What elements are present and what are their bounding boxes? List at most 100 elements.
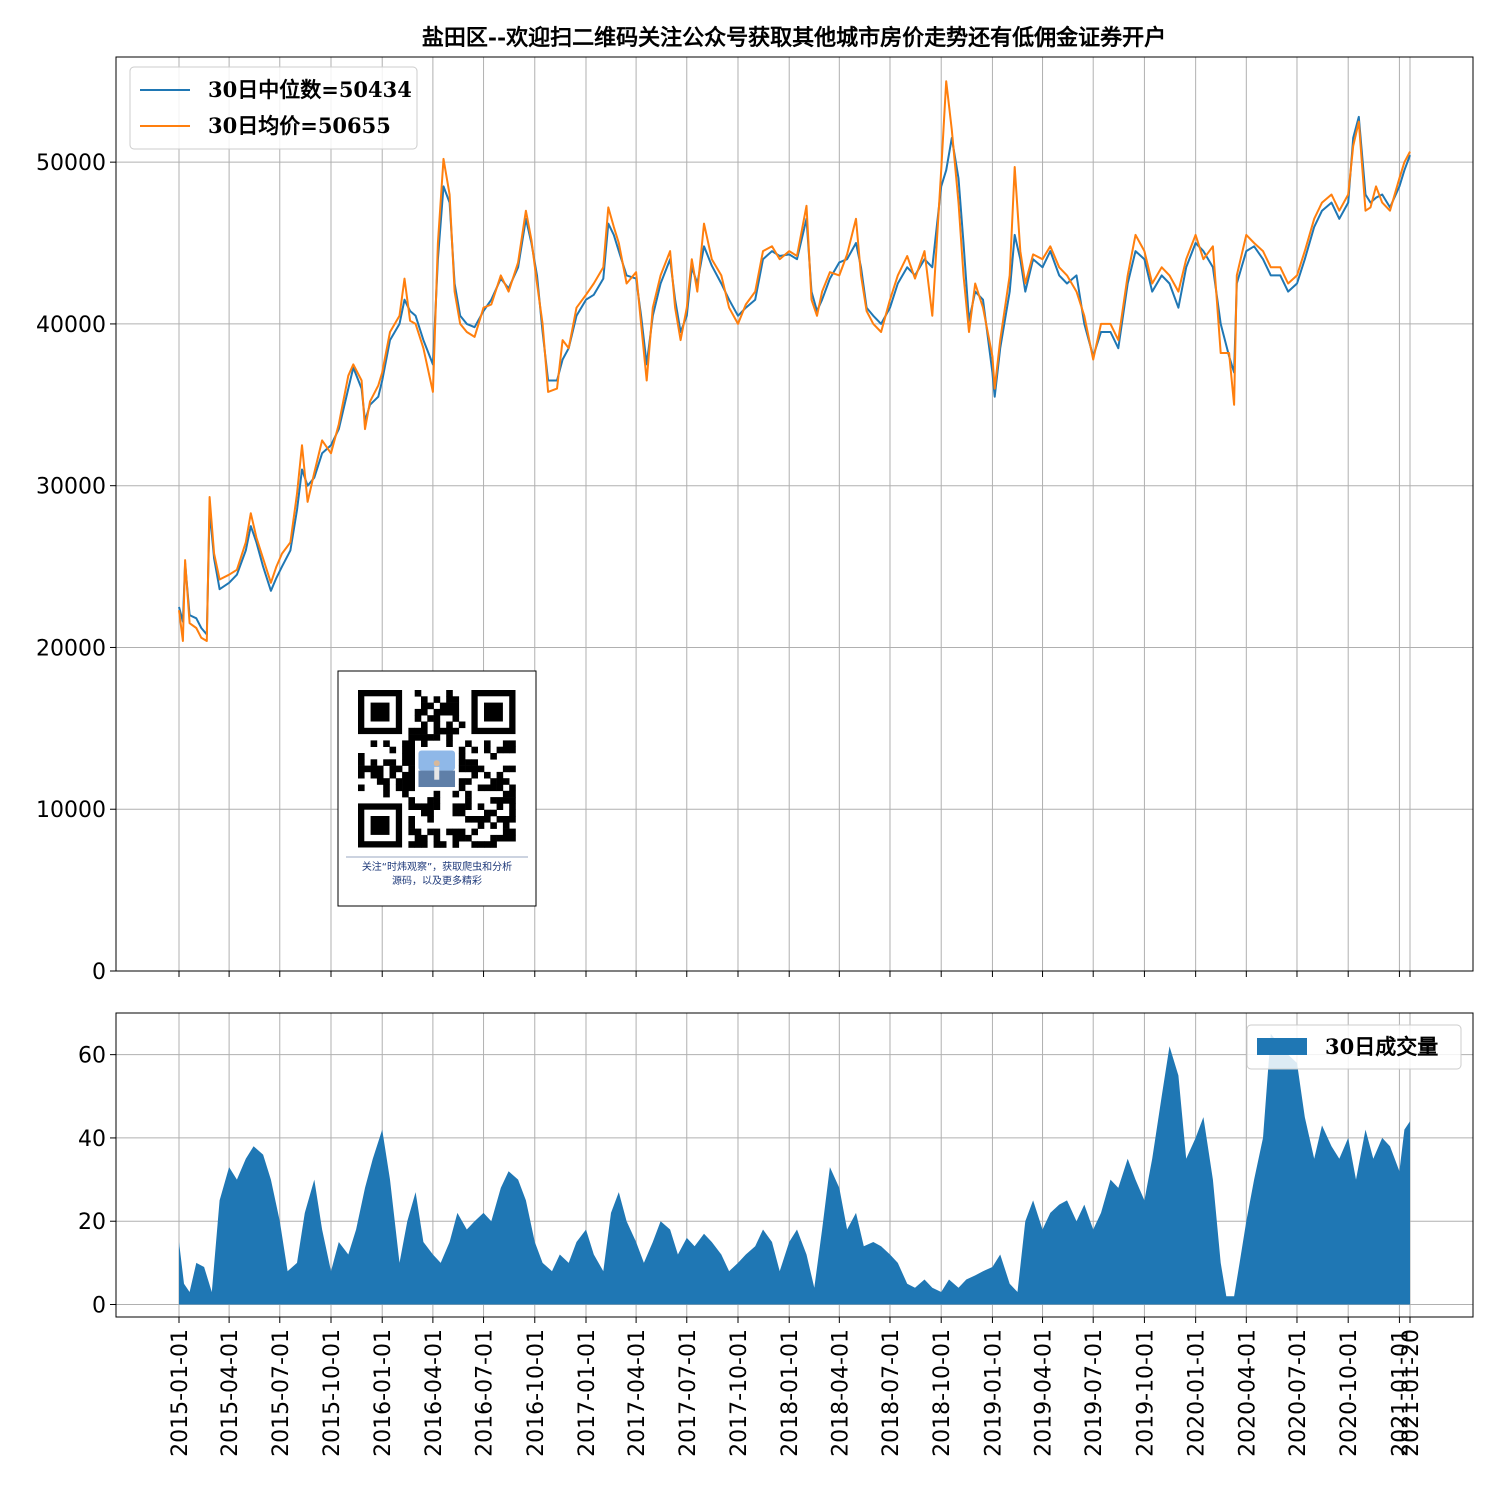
qr-module [471, 841, 478, 848]
qr-module [502, 765, 510, 773]
qr-module [402, 759, 409, 766]
x-tick-label: 2019-04-01 [1032, 1329, 1057, 1457]
qr-module [458, 765, 466, 773]
qr-module [383, 790, 390, 798]
qr-module [452, 708, 460, 716]
x-tick-label: 2018-10-01 [930, 1329, 955, 1457]
qr-module [465, 759, 472, 766]
qr-module [358, 784, 365, 792]
qr-finder-inner [484, 702, 503, 722]
qr-module [421, 696, 428, 703]
qr-module [458, 759, 466, 766]
x-tick-label: 2015-01-01 [168, 1329, 193, 1457]
qr-module [484, 809, 491, 817]
qr-module [358, 765, 365, 773]
qr-module [502, 834, 510, 842]
price-y-axis: 0 10000 20000 30000 40000 50000 [36, 151, 116, 985]
qr-module [496, 834, 504, 842]
qr-module [408, 841, 415, 848]
qr-module [502, 816, 510, 823]
x-tick-label: 2015-07-01 [269, 1329, 294, 1457]
qr-module [383, 778, 390, 785]
qr-module [502, 778, 510, 785]
qr-module [452, 790, 460, 798]
qr-module [408, 734, 415, 741]
qr-code-image [358, 690, 516, 848]
qr-module [452, 702, 460, 710]
qr-module [433, 834, 441, 842]
qr-module [458, 753, 466, 760]
volume-y-tick-label: 60 [78, 1044, 106, 1069]
qr-module [452, 834, 460, 842]
qr-module [490, 822, 497, 829]
qr-module [408, 784, 415, 792]
qr-module [427, 715, 434, 722]
qr-module [421, 803, 428, 810]
qr-module [502, 797, 510, 804]
qr-module [509, 784, 516, 792]
qr-module [358, 753, 365, 760]
x-tick-label: 2019-01-01 [981, 1329, 1006, 1457]
x-tick-label: 2016-07-01 [473, 1329, 498, 1457]
qr-module [477, 816, 485, 823]
qr-module [458, 784, 466, 792]
qr-module [471, 816, 478, 823]
x-tick-label: 2017-10-01 [727, 1329, 752, 1457]
qr-module [414, 803, 422, 810]
qr-module [490, 841, 497, 848]
qr-module [376, 778, 384, 785]
qr-module [358, 771, 365, 779]
qr-caption-line1: 关注“时炜观察”，获取爬虫和分析 [362, 860, 512, 873]
qr-module [458, 803, 466, 810]
qr-module [414, 828, 422, 836]
legend-label-volume: 30日成交量 [1325, 1034, 1438, 1059]
qr-module [458, 828, 466, 836]
qr-module [471, 746, 478, 754]
qr-module [446, 702, 453, 710]
qr-module [484, 740, 491, 747]
qr-module [484, 784, 491, 792]
qr-module [376, 765, 384, 773]
qr-module [484, 746, 491, 754]
qr-module [414, 708, 422, 716]
price-plot-frame [115, 56, 1474, 972]
qr-module [433, 708, 441, 716]
qr-module [452, 841, 460, 848]
qr-module [408, 822, 415, 829]
qr-module [465, 834, 472, 842]
qr-module [502, 740, 510, 747]
x-tick-label: 2018-04-01 [828, 1329, 853, 1457]
qr-module [427, 702, 434, 710]
volume-x-axis: 2015-01-01 2015-04-01 2015-07-01 2015-10-01… [168, 1317, 1424, 1457]
qr-module [439, 841, 447, 848]
qr-module [490, 797, 497, 804]
qr-module [358, 759, 365, 766]
price-legend: 30日中位数=50434 30日均价=50655 [129, 66, 418, 150]
x-tick-label: 2021-01-01 [1388, 1329, 1413, 1457]
qr-module [502, 790, 510, 798]
qr-module [509, 803, 516, 810]
x-tick-label: 2018-01-01 [778, 1329, 803, 1457]
qr-module [502, 828, 510, 836]
qr-module [395, 784, 403, 792]
price-y-tick-label: 50000 [36, 151, 106, 176]
x-tick-label: 2020-10-01 [1337, 1329, 1362, 1457]
qr-module [439, 702, 447, 710]
qr-module [509, 809, 516, 817]
qr-module [408, 828, 415, 836]
qr-module [402, 746, 409, 754]
x-tick-label: 2019-07-01 [1082, 1329, 1107, 1457]
qr-module [477, 765, 485, 773]
qr-module [471, 828, 478, 836]
qr-module [421, 809, 428, 817]
volume-legend-box [1246, 1024, 1462, 1070]
qr-module [408, 765, 415, 773]
qr-module [490, 809, 497, 817]
qr-module [465, 797, 472, 804]
qr-module [421, 721, 428, 729]
qr-module [395, 765, 403, 773]
volume-legend: 30日成交量 [1246, 1024, 1462, 1070]
qr-module [439, 727, 447, 735]
qr-module [484, 816, 491, 823]
legend-label-median: 30日中位数=50434 [208, 77, 412, 102]
